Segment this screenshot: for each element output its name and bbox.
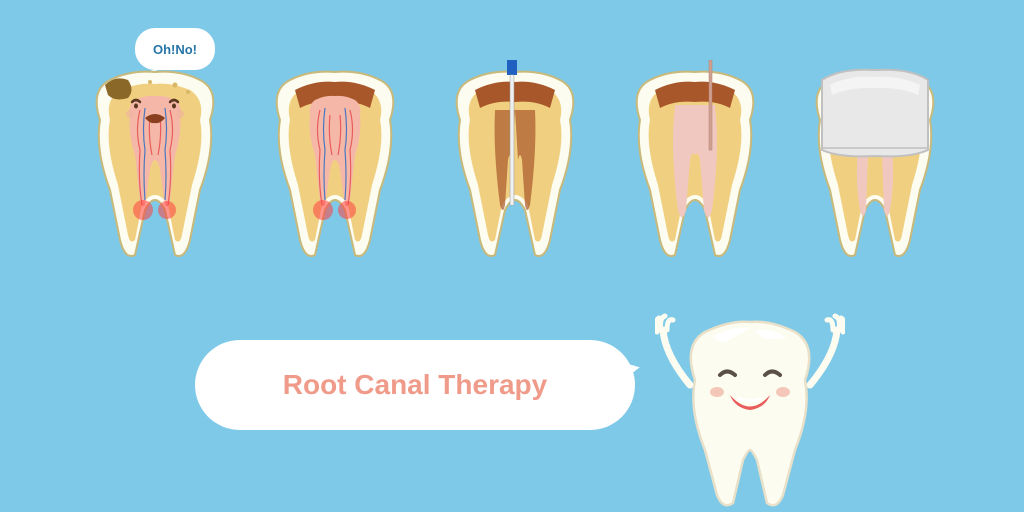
title-speech-bubble: Root Canal Therapy <box>195 340 635 430</box>
infographic-canvas: Oh!No! <box>0 0 1024 512</box>
title-text: Root Canal Therapy <box>283 369 547 401</box>
thought-text: Oh!No! <box>153 42 197 57</box>
tooth-stages-row <box>80 60 950 270</box>
tooth-stage-4 <box>620 60 770 270</box>
tooth-stage-5 <box>800 60 950 270</box>
tooth-stage-3 <box>440 60 590 270</box>
tooth-stage-2 <box>260 60 410 270</box>
happy-tooth-mascot <box>655 300 845 510</box>
tooth-stage-1 <box>80 60 230 270</box>
